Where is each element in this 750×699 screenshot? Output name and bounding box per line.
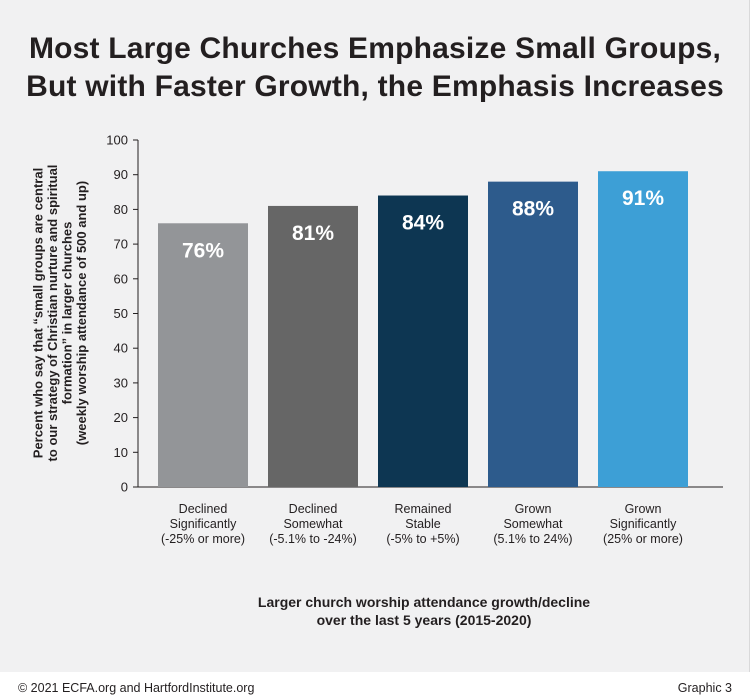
x-category-label: Grown Somewhat (5.1% to 24%) xyxy=(493,502,572,546)
footer: © 2021 ECFA.org and HartfordInstitute.or… xyxy=(0,672,750,699)
x-category-label-line: Significantly xyxy=(170,517,237,531)
y-tick-label: 80 xyxy=(114,202,128,217)
x-category-label-line: (-25% or more) xyxy=(161,532,245,546)
bar xyxy=(488,181,578,487)
x-category-label-line: (25% or more) xyxy=(603,532,683,546)
y-tick-label: 60 xyxy=(114,271,128,286)
x-axis-title: Larger church worship attendance growth/… xyxy=(258,594,590,628)
x-category-label: Grown Significantly (25% or more) xyxy=(603,502,683,546)
x-category-label-line: Somewhat xyxy=(503,517,563,531)
x-category-label: Remained Stable (-5% to +5%) xyxy=(386,502,459,546)
x-category-label-line: Declined xyxy=(179,502,228,516)
y-axis-title: Percent who say that “small groups are c… xyxy=(30,165,89,462)
bar xyxy=(378,195,468,487)
x-category-label-line: Significantly xyxy=(610,517,677,531)
x-category-label: Declined Significantly (-25% or more) xyxy=(161,502,245,546)
bar-value-label: 84% xyxy=(402,212,444,235)
x-category-label-line: Grown xyxy=(515,502,552,516)
y-tick-label: 20 xyxy=(114,410,128,425)
y-axis-title-line: (weekly worship attendance of 500 and up… xyxy=(74,181,89,445)
y-tick-label: 90 xyxy=(114,167,128,182)
x-category-label-line: Grown xyxy=(625,502,662,516)
y-axis-title-line: Percent who say that “small groups are c… xyxy=(30,168,45,458)
y-tick-label: 40 xyxy=(114,341,128,356)
bar-value-label: 81% xyxy=(292,222,334,245)
y-tick-label: 10 xyxy=(114,445,128,460)
x-category-label-line: (5.1% to 24%) xyxy=(493,532,572,546)
bar xyxy=(158,223,248,487)
y-tick-label: 30 xyxy=(114,375,128,390)
y-tick-label: 100 xyxy=(106,133,128,148)
y-tick-label: 50 xyxy=(114,306,128,321)
x-category-label-line: Remained xyxy=(395,502,452,516)
x-axis-title-line: Larger church worship attendance growth/… xyxy=(258,594,590,610)
x-category-label-line: Stable xyxy=(405,517,440,531)
bar-value-label: 88% xyxy=(512,198,554,221)
x-category-label-line: (-5.1% to -24%) xyxy=(269,532,357,546)
x-category-label-line: (-5% to +5%) xyxy=(386,532,459,546)
bar xyxy=(598,171,688,488)
copyright-text: © 2021 ECFA.org and HartfordInstitute.or… xyxy=(18,681,255,695)
title-line-2: But with Faster Growth, the Emphasis Inc… xyxy=(26,70,724,103)
graphic-label: Graphic 3 xyxy=(677,681,732,695)
x-category-label-line: Declined xyxy=(289,502,338,516)
y-tick-label: 0 xyxy=(121,480,128,495)
title-line-1: Most Large Churches Emphasize Small Grou… xyxy=(28,32,722,65)
bar-value-label: 91% xyxy=(622,187,664,210)
y-axis-title-line: to our strategy of Christian nurture and… xyxy=(45,165,60,462)
y-axis-title-line: formation” in larger churches xyxy=(59,222,74,405)
bar xyxy=(268,205,358,487)
y-tick-label: 70 xyxy=(114,237,128,252)
x-axis-title-line: over the last 5 years (2015-2020) xyxy=(317,612,532,628)
x-category-label: Declined Somewhat (-5.1% to -24%) xyxy=(269,502,357,546)
bar-value-label: 76% xyxy=(182,239,224,262)
chart-title: Most Large Churches Emphasize Small Grou… xyxy=(0,30,750,106)
x-category-label-line: Somewhat xyxy=(283,517,343,531)
